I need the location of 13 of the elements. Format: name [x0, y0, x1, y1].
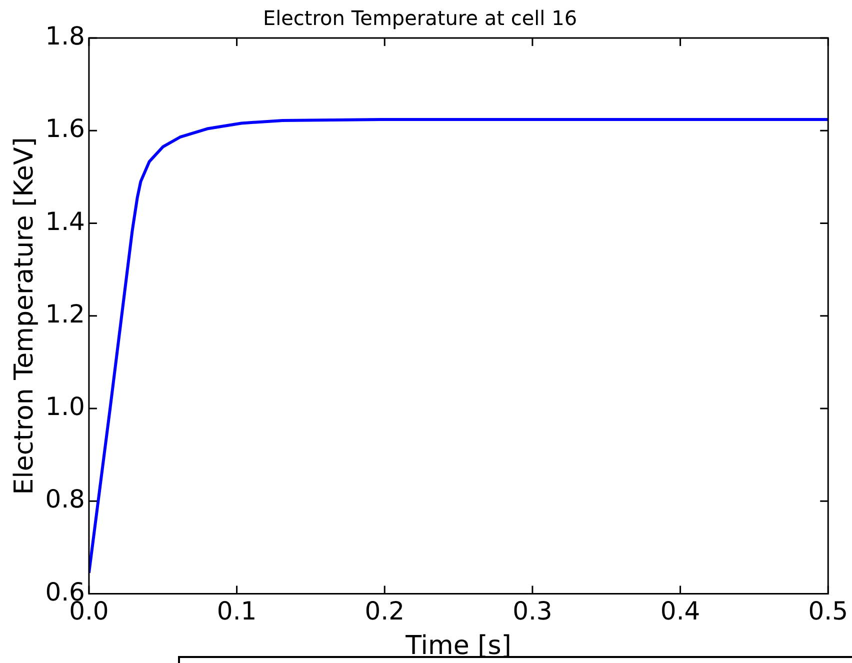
y-tick-label: 1.2 — [45, 299, 85, 328]
y-tick-label: 1.6 — [45, 114, 85, 144]
y-tick-label: 0.8 — [45, 484, 85, 514]
chart-title: Electron Temperature at cell 16 — [262, 6, 578, 30]
x-tick-label: 0.1 — [216, 596, 257, 626]
x-tick-label: 0.5 — [808, 596, 848, 626]
y-axis-title: Electron Temperature [KeV] — [9, 137, 40, 495]
y-tick-label: 1.8 — [45, 22, 85, 50]
y-tick-label: 1.4 — [45, 206, 85, 236]
x-tick-label: 0.3 — [512, 596, 552, 626]
x-tick-label: 0.4 — [660, 596, 700, 626]
x-tick-label: 0.2 — [364, 596, 405, 626]
y-tick-label: 1.0 — [45, 392, 85, 422]
